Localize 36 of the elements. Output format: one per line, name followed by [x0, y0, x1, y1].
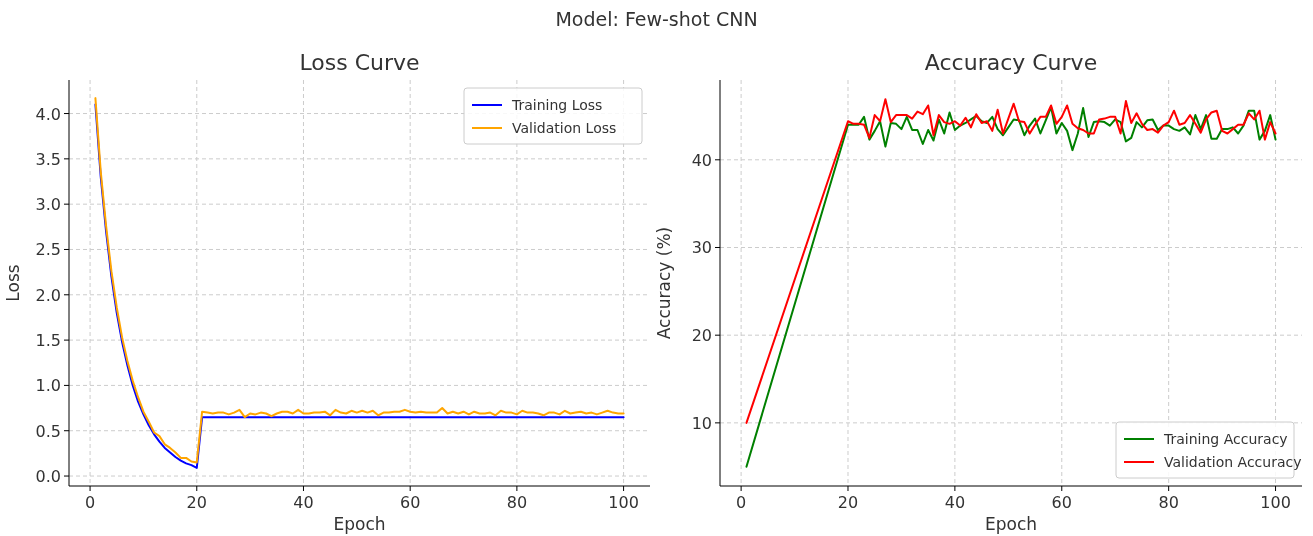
y-tick-label: 0.5 [35, 421, 61, 441]
x-tick-label: 0 [736, 493, 747, 512]
y-axis-title: Accuracy (%) [654, 226, 674, 340]
y-axis-title: Loss [3, 264, 23, 302]
y-tick-label: 30 [691, 238, 712, 258]
chart-title: Loss Curve [299, 50, 420, 75]
y-tick-label: 40 [691, 150, 712, 170]
x-tick-label: 60 [1051, 493, 1072, 512]
x-tick-label: 100 [1260, 493, 1291, 512]
y-tick-label: 3.0 [35, 195, 61, 215]
x-tick-label: 40 [944, 493, 966, 512]
y-tick-label: 10 [691, 413, 712, 433]
legend-label: Training Loss [511, 97, 603, 113]
y-tick-label: 2.0 [35, 285, 61, 305]
x-axis-title: Epoch [333, 514, 386, 534]
x-tick-label: 20 [186, 493, 207, 512]
x-tick-label: 100 [608, 493, 639, 512]
x-tick-label: 60 [400, 493, 421, 512]
x-tick-label: 40 [293, 493, 314, 512]
y-tick-label: 2.5 [35, 240, 61, 260]
y-tick-label: 1.0 [35, 376, 61, 396]
y-tick-label: 0.0 [35, 467, 61, 487]
x-tick-label: 80 [506, 493, 528, 512]
legend-label: Validation Loss [512, 120, 617, 136]
legend-label: Training Accuracy [1163, 431, 1288, 447]
text: Model: Few-shot CNN [555, 8, 758, 30]
x-tick-label: 20 [837, 493, 859, 512]
y-tick-label: 1.5 [35, 331, 61, 351]
y-tick-label: 4.0 [35, 104, 61, 124]
y-tick-label: 20 [691, 326, 712, 346]
legend-label: Validation Accuracy [1164, 454, 1302, 470]
x-tick-label: 80 [1158, 493, 1179, 512]
x-axis-title: Epoch [984, 514, 1038, 534]
chart-title: Accuracy Curve [924, 50, 1098, 75]
y-tick-label: 3.5 [35, 149, 61, 169]
x-tick-label: 0 [84, 493, 96, 512]
